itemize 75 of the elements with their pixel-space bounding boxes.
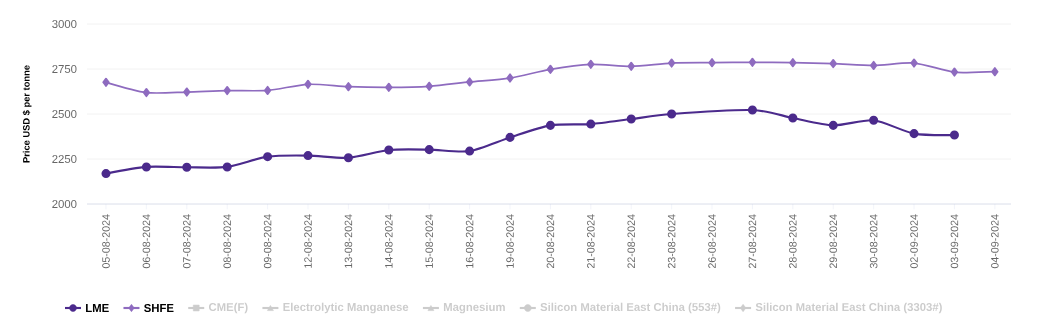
point <box>344 82 353 92</box>
point <box>141 162 151 172</box>
x-tick-label: 16-08-2024 <box>465 214 474 268</box>
x-tick-label: 04-09-2024 <box>991 214 999 269</box>
point <box>425 81 433 91</box>
point <box>828 120 838 130</box>
point <box>869 60 878 71</box>
point <box>545 120 555 130</box>
x-tick-label: 07-08-2024 <box>183 214 191 269</box>
x-tick-label: 23-08-2024 <box>667 214 676 269</box>
point <box>384 145 394 155</box>
x-tick-label: 27-08-2024 <box>748 214 757 269</box>
point <box>950 67 959 77</box>
point <box>991 67 999 77</box>
x-tick-label: 12-08-2024 <box>304 214 312 268</box>
point <box>385 82 393 92</box>
y-tick-label: 2500 <box>52 110 77 119</box>
x-tick-label: 19-08-2024 <box>506 214 514 268</box>
point <box>343 153 353 163</box>
y-axis-title: Price USD $ per tonne <box>22 65 32 163</box>
point <box>182 162 192 172</box>
point <box>183 87 191 97</box>
point <box>667 58 676 68</box>
point <box>829 59 837 69</box>
x-tick-label: 30-08-2024 <box>869 214 878 269</box>
legend-label: SHFE <box>144 304 174 313</box>
point <box>546 64 555 74</box>
x-tick-label: 21-08-2024 <box>587 214 595 269</box>
point <box>505 132 515 142</box>
point <box>465 77 474 87</box>
x-tick-label: 03-09-2024 <box>950 214 959 269</box>
point <box>788 113 798 123</box>
y-tick-label: 2000 <box>52 200 77 209</box>
x-tick-label: 20-08-2024 <box>546 214 555 269</box>
point <box>223 86 231 96</box>
point <box>949 130 959 140</box>
point <box>304 79 312 89</box>
point <box>424 145 434 155</box>
x-tick-label: 06-08-2024 <box>142 214 151 269</box>
x-tick-label: 09-08-2024 <box>263 214 272 269</box>
x-tick-label: 13-08-2024 <box>344 214 353 268</box>
x-tick-label: 05-08-2024 <box>102 214 110 269</box>
point <box>748 57 757 67</box>
point <box>101 169 111 179</box>
legend-label: LME <box>86 304 109 312</box>
point <box>747 105 757 115</box>
point <box>587 59 595 69</box>
x-tick-label: 15-08-2024 <box>425 214 433 268</box>
y-tick-label: 2750 <box>52 65 77 74</box>
x-tick-label: 08-08-2024 <box>223 214 231 269</box>
x-tick-label: 22-08-2024 <box>627 214 635 269</box>
point <box>506 73 514 83</box>
point <box>465 146 475 156</box>
y-tick-label: 3000 <box>52 20 77 29</box>
point <box>586 119 596 129</box>
point <box>708 58 716 68</box>
point <box>142 87 151 98</box>
x-tick-label: 02-09-2024 <box>910 214 918 269</box>
point <box>910 58 918 68</box>
point <box>263 85 272 96</box>
point <box>909 129 919 139</box>
x-tick-label: 14-08-2024 <box>385 214 393 268</box>
point <box>102 77 110 87</box>
point <box>789 58 797 68</box>
point <box>222 162 232 172</box>
x-tick-label: 28-08-2024 <box>789 214 797 269</box>
point <box>869 115 879 125</box>
x-tick-label: 29-08-2024 <box>829 214 838 269</box>
point <box>667 109 677 119</box>
point <box>303 151 313 161</box>
point <box>263 152 273 162</box>
point <box>626 114 636 124</box>
point <box>627 61 635 71</box>
x-tick-label: 26-08-2024 <box>708 214 716 269</box>
y-tick-label: 2250 <box>52 155 77 164</box>
